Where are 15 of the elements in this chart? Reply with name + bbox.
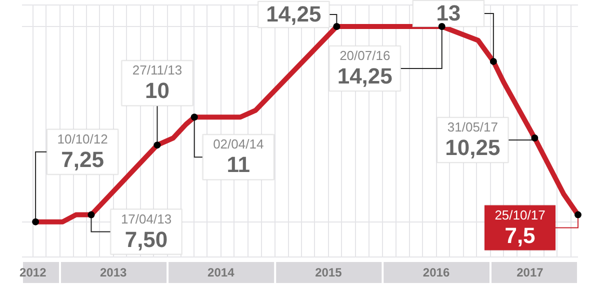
x-tick-label: 2017 bbox=[516, 266, 544, 280]
x-tick-label: 2012 bbox=[20, 266, 47, 280]
annotation: 17/04/13 7,50 bbox=[120, 211, 172, 252]
annotation: 10/10/12 7,25 bbox=[57, 131, 108, 172]
x-tick-label: 2014 bbox=[208, 266, 235, 280]
annotation: 13 bbox=[436, 0, 461, 26]
x-tick-label: 2013 bbox=[100, 266, 128, 280]
annotation: 14,25 bbox=[266, 2, 322, 27]
annotation: 25/10/17 7,5 bbox=[494, 207, 546, 248]
annotation: 27/11/13 10 bbox=[132, 62, 182, 104]
x-tick-label: 2015 bbox=[315, 266, 342, 280]
annotation: 20/07/16 14,25 bbox=[337, 48, 392, 89]
x-tick-label: 2016 bbox=[422, 266, 450, 280]
annotation: 31/05/17 10,25 bbox=[445, 120, 500, 160]
annotation: 02/04/14 11 bbox=[213, 136, 264, 178]
